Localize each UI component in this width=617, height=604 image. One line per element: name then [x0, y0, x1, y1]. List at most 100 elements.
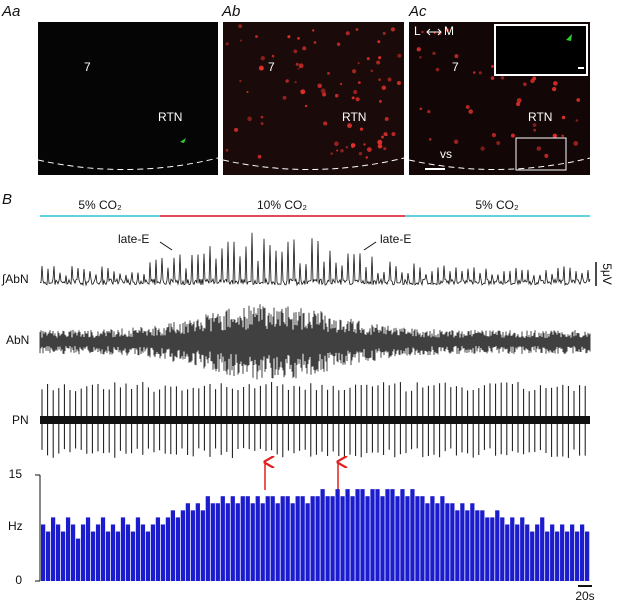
image-aa — [38, 22, 218, 175]
bar — [355, 489, 360, 581]
y-axis-label: Hz — [8, 519, 23, 533]
cell-dot — [433, 32, 436, 35]
cell-dot — [258, 65, 264, 71]
cell-dot — [523, 82, 527, 87]
cell-dot — [304, 104, 308, 108]
bar — [540, 517, 545, 581]
cell-dot — [302, 46, 307, 51]
bar — [580, 524, 585, 581]
cell-dot — [377, 143, 383, 149]
bar — [170, 510, 176, 581]
bar — [485, 517, 490, 581]
cell-dot — [334, 141, 339, 147]
bar — [195, 503, 200, 581]
cell-dot — [419, 107, 423, 111]
bar — [435, 503, 440, 581]
bar — [310, 496, 315, 581]
bar — [375, 489, 380, 581]
cell-dot — [377, 40, 381, 44]
cell-dot — [397, 53, 402, 58]
cell-dot — [260, 115, 264, 119]
bar — [545, 531, 550, 581]
cell-dot — [561, 115, 566, 120]
cell-dot — [225, 148, 229, 152]
bar — [350, 496, 355, 581]
bar — [380, 496, 385, 581]
bar — [45, 531, 51, 581]
bar — [265, 496, 270, 581]
bar — [75, 538, 81, 581]
cell-dot — [238, 24, 243, 29]
bar — [280, 496, 285, 581]
cell-dot — [491, 133, 497, 138]
bar — [130, 531, 136, 581]
bar — [465, 510, 470, 581]
y-tick-label: 0 — [15, 573, 22, 587]
bar — [175, 517, 180, 581]
surface-line — [408, 157, 591, 170]
region-label: RTN — [158, 110, 182, 124]
panel-label: Ac — [408, 3, 427, 20]
cell-dot — [533, 128, 537, 132]
bar — [240, 496, 245, 581]
bar — [525, 524, 530, 581]
bar — [305, 503, 310, 581]
cell-dot — [257, 154, 262, 159]
green-cell — [180, 138, 186, 143]
cell-dot — [339, 82, 343, 86]
cell-dot — [500, 76, 505, 80]
bar — [415, 496, 420, 581]
bar — [420, 496, 425, 581]
bar — [55, 524, 61, 581]
cell-dot — [340, 149, 344, 153]
cell-dot — [532, 123, 537, 127]
cell-dot — [383, 132, 388, 136]
cell-dot — [445, 28, 450, 32]
annotation: late-E — [118, 232, 149, 246]
bar — [190, 510, 195, 581]
cell-dot — [428, 138, 432, 141]
bar — [550, 524, 555, 581]
bar — [365, 496, 370, 581]
bar — [330, 496, 335, 581]
cell-dot — [297, 36, 300, 40]
bar — [70, 524, 76, 581]
cell-dot — [416, 47, 421, 52]
bar — [235, 503, 240, 581]
cell-dot — [294, 81, 297, 84]
cell-dot — [317, 83, 323, 89]
green-cell — [566, 34, 572, 41]
surface-line — [37, 157, 219, 170]
cell-dot — [366, 57, 370, 61]
cell-dot — [345, 31, 350, 36]
bar — [155, 517, 161, 581]
cell-dot — [396, 81, 401, 86]
surface-label: vs — [440, 147, 452, 161]
bar — [410, 489, 415, 581]
bar — [340, 496, 345, 581]
bar — [245, 496, 250, 581]
trace-label: PN — [12, 413, 29, 427]
bar — [205, 496, 210, 581]
condition-label: 5% CO₂ — [78, 198, 122, 212]
cell-dot — [271, 54, 275, 58]
bar — [535, 524, 540, 581]
bar — [530, 531, 535, 581]
cell-dot — [378, 78, 381, 82]
voltage-scale: 5μV — [600, 263, 614, 285]
bar — [85, 517, 91, 581]
bar — [370, 489, 375, 581]
cell-dot — [312, 29, 315, 32]
bar — [160, 524, 166, 581]
bar — [150, 524, 156, 581]
cell-dot — [435, 67, 440, 72]
region-label: RTN — [342, 110, 366, 124]
cell-dot — [490, 76, 495, 80]
cell-dot — [510, 133, 515, 138]
bar — [395, 496, 400, 581]
cell-dot — [551, 86, 557, 92]
cell-dot — [432, 51, 436, 56]
cell-dot — [323, 121, 328, 126]
bar — [510, 517, 515, 581]
cell-dot — [336, 42, 341, 47]
